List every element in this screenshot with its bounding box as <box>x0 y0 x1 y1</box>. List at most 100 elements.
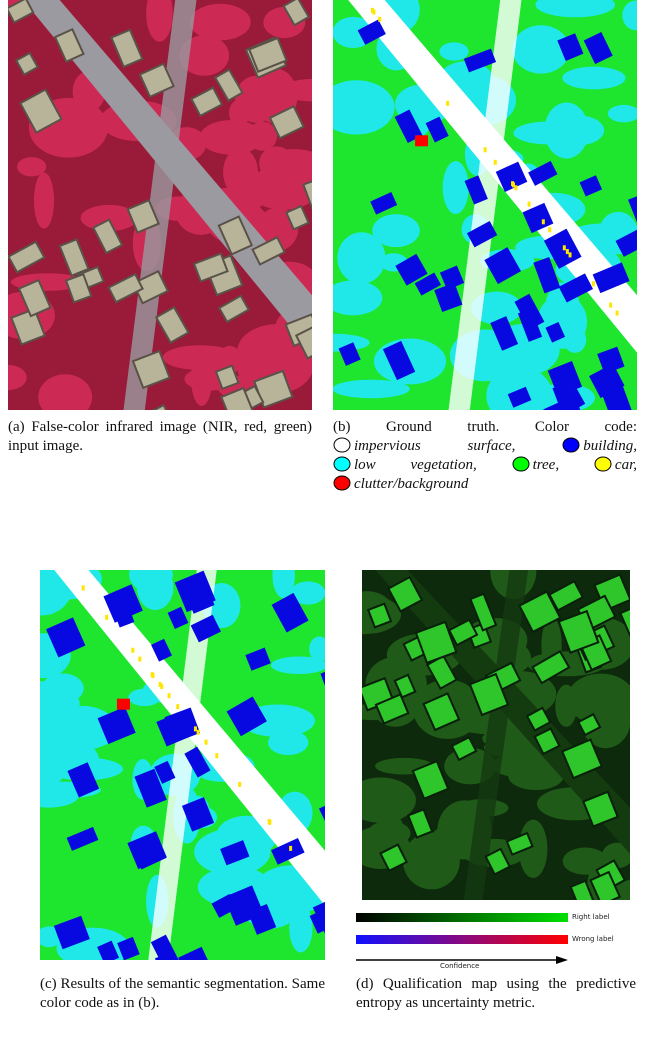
building <box>14 51 40 77</box>
patch <box>471 291 523 325</box>
building <box>190 614 221 643</box>
gradient-right <box>356 913 568 922</box>
building <box>557 33 584 61</box>
car <box>167 693 171 699</box>
patch <box>362 777 416 823</box>
patch <box>259 146 294 181</box>
legend-item: clutter/background <box>333 475 469 492</box>
building <box>545 322 566 343</box>
building <box>543 228 582 269</box>
building <box>357 19 386 45</box>
caption-c: (c) Results of the semantic segmentation… <box>40 975 325 1013</box>
legend-swatch <box>562 437 580 453</box>
patch <box>38 374 93 410</box>
legend-label: clutter/background <box>354 476 469 492</box>
building <box>127 831 167 870</box>
building <box>214 364 240 391</box>
clutter <box>415 135 429 147</box>
car <box>548 227 552 233</box>
patch <box>272 570 295 599</box>
car <box>514 185 518 191</box>
patch <box>270 656 325 675</box>
building <box>138 62 175 99</box>
building <box>131 349 171 390</box>
patch <box>431 823 483 852</box>
building <box>154 760 176 784</box>
car <box>196 729 200 735</box>
building <box>220 386 255 410</box>
car <box>215 753 219 759</box>
car <box>160 683 164 689</box>
building <box>484 847 512 876</box>
legend-label: tree, <box>532 457 560 473</box>
building <box>582 790 619 828</box>
building <box>434 282 463 313</box>
building <box>514 293 545 330</box>
building <box>285 204 310 231</box>
building <box>447 618 479 647</box>
building <box>181 797 215 832</box>
building <box>271 592 309 633</box>
car <box>378 16 382 22</box>
building <box>126 199 160 234</box>
patch <box>162 345 238 370</box>
road <box>463 570 529 900</box>
car <box>193 726 197 732</box>
patch <box>40 681 80 727</box>
building <box>190 86 224 118</box>
building <box>67 762 100 798</box>
building <box>406 808 434 839</box>
image-b <box>333 0 637 410</box>
road <box>23 0 312 353</box>
building <box>548 579 585 612</box>
car <box>609 302 613 308</box>
car <box>562 245 566 251</box>
label: (d) <box>356 976 374 992</box>
building <box>251 235 286 266</box>
building <box>560 738 604 780</box>
patch <box>40 722 82 766</box>
building <box>505 831 534 856</box>
building <box>220 840 250 866</box>
building <box>531 650 571 685</box>
patch <box>337 232 386 284</box>
building <box>469 592 498 632</box>
building <box>226 696 267 737</box>
car <box>511 181 515 187</box>
patch <box>562 66 626 90</box>
building <box>184 746 211 778</box>
patch <box>333 80 395 135</box>
patch <box>134 571 159 592</box>
patch <box>229 99 250 127</box>
car <box>176 704 180 710</box>
building <box>282 0 311 27</box>
colorbar-label: Right label <box>572 913 610 921</box>
legend-swatch <box>512 456 530 472</box>
building <box>463 48 497 73</box>
building <box>518 590 562 634</box>
building <box>628 192 637 223</box>
building <box>58 237 90 278</box>
building <box>154 305 190 344</box>
building <box>156 710 195 747</box>
building <box>619 601 630 638</box>
building <box>583 31 613 65</box>
legend-swatch <box>594 456 612 472</box>
building <box>111 600 135 628</box>
building <box>302 175 312 217</box>
building <box>150 934 179 960</box>
image-d <box>362 570 630 900</box>
patch <box>607 104 637 123</box>
patch <box>512 25 570 74</box>
patch <box>333 280 383 316</box>
building <box>131 269 170 305</box>
building <box>10 307 47 346</box>
legend-item: car, <box>594 456 637 473</box>
building <box>271 837 305 865</box>
patch <box>508 761 564 791</box>
patch <box>267 729 309 756</box>
building <box>387 575 424 613</box>
building <box>236 891 260 914</box>
building <box>425 116 449 143</box>
